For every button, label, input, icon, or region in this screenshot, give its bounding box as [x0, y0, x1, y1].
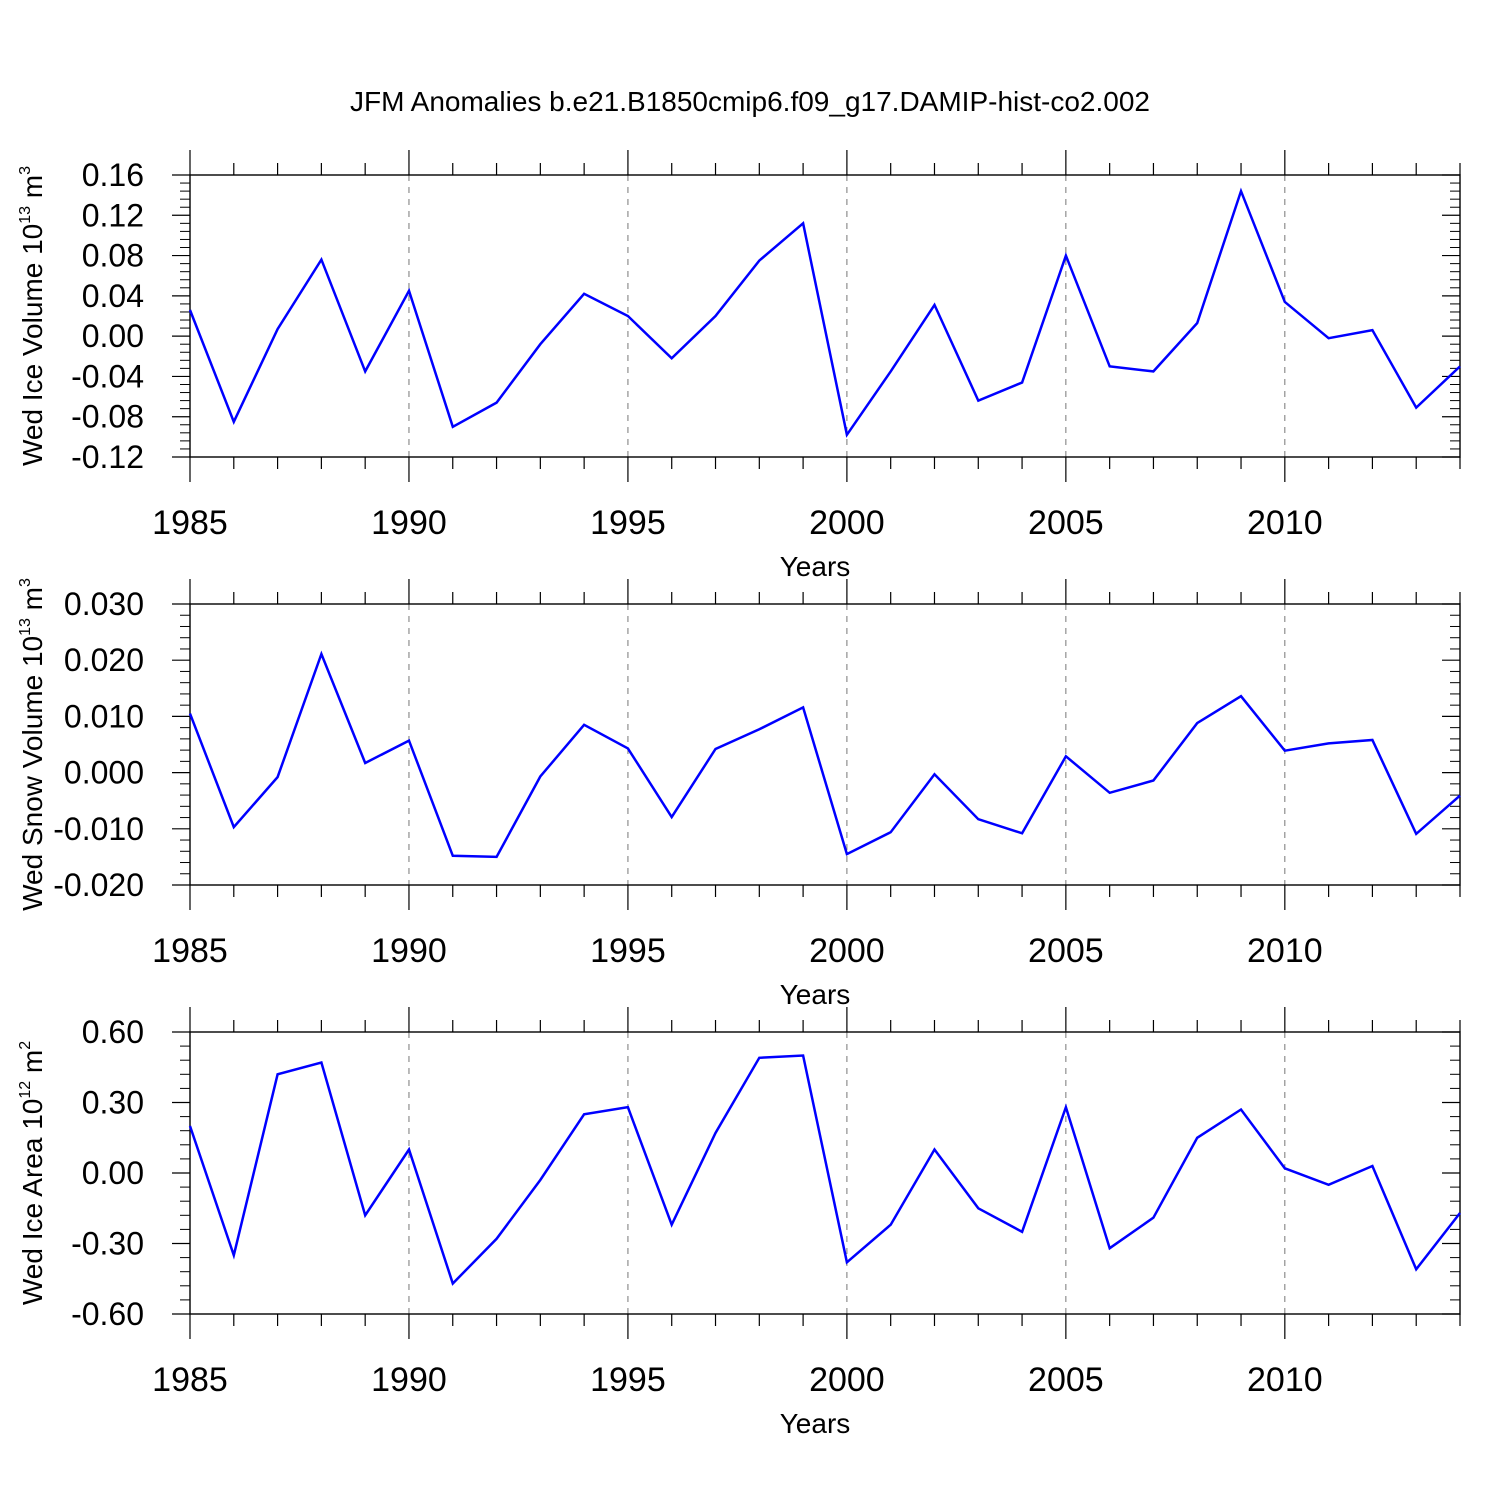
- figure-title: JFM Anomalies b.e21.B1850cmip6.f09_g17.D…: [350, 86, 1150, 117]
- x-tick-label: 2010: [1247, 504, 1323, 542]
- y-tick-label: 0.04: [82, 278, 144, 314]
- plot-frame: [189, 174, 1461, 458]
- x-tick-label: 1985: [152, 1361, 228, 1399]
- y-tick-label: 0.010: [64, 698, 144, 734]
- y-tick-label: 0.60: [82, 1014, 144, 1050]
- y-tick-label: -0.12: [71, 439, 144, 475]
- x-tick-label: 1995: [590, 1361, 666, 1399]
- x-tick-label: 1985: [152, 504, 228, 542]
- y-tick-label: 0.08: [82, 238, 144, 274]
- panel-3: -0.60 -0.30 0.00 0.30 0.60 1985 1990 1995 2000 20…: [17, 1007, 1461, 1439]
- x-axis-label: Years: [780, 551, 851, 582]
- series-line-1: [188, 187, 1461, 438]
- x-tick-label: 2000: [809, 932, 885, 970]
- series-line-1: [188, 650, 1461, 859]
- y-tick-label: 0.030: [64, 586, 144, 622]
- x-tick-label: 1990: [371, 932, 447, 970]
- panel-2: -0.020 -0.010 0.000 0.010 0.020 0.030 1985 1990…: [17, 578, 1461, 1010]
- y-tick-label: 0.00: [82, 1155, 144, 1191]
- y-tick-label: -0.60: [71, 1296, 144, 1332]
- plot-frame: [189, 603, 1461, 886]
- series-line-1: [188, 1054, 1461, 1286]
- x-tick-label: 2010: [1247, 932, 1323, 970]
- y-axis-label: Wed Snow Volume 1013 m3: [17, 578, 48, 911]
- plot-frame: [189, 1031, 1461, 1315]
- y-tick-label: 0.30: [82, 1085, 144, 1121]
- x-tick-label: 1990: [371, 504, 447, 542]
- y-tick-label: 0.00: [82, 318, 144, 354]
- x-tick-label: 2000: [809, 1361, 885, 1399]
- x-tick-label: 1995: [590, 932, 666, 970]
- y-tick-label: -0.010: [53, 811, 144, 847]
- y-tick-label: 0.020: [64, 642, 144, 678]
- x-tick-label: 1995: [590, 504, 666, 542]
- y-tick-label: -0.08: [71, 399, 144, 435]
- panels-container: -0.12 -0.08 -0.04 0.00 0.04 0.08 0.12 0.16 1985 1…: [17, 150, 1461, 1439]
- y-tick-label: -0.30: [71, 1226, 144, 1262]
- x-tick-label: 2010: [1247, 1361, 1323, 1399]
- x-tick-label: 2005: [1028, 932, 1104, 970]
- y-tick-label: 0.16: [82, 157, 144, 193]
- panel-1: -0.12 -0.08 -0.04 0.00 0.04 0.08 0.12 0.16 1985 1…: [17, 150, 1461, 582]
- y-axis-label: Wed Ice Volume 1013 m3: [17, 166, 48, 466]
- y-tick-label: -0.020: [53, 867, 144, 903]
- x-axis-label: Years: [780, 1408, 851, 1439]
- x-tick-label: 1990: [371, 1361, 447, 1399]
- x-tick-label: 1985: [152, 932, 228, 970]
- y-tick-label: -0.04: [71, 358, 144, 394]
- x-tick-label: 2005: [1028, 504, 1104, 542]
- y-tick-label: 0.000: [64, 755, 144, 791]
- x-tick-label: 2005: [1028, 1361, 1104, 1399]
- x-tick-label: 2000: [809, 504, 885, 542]
- y-axis-label: Wed Ice Area 1012 m2: [17, 1041, 48, 1305]
- x-axis-label: Years: [780, 979, 851, 1010]
- y-tick-label: 0.12: [82, 197, 144, 233]
